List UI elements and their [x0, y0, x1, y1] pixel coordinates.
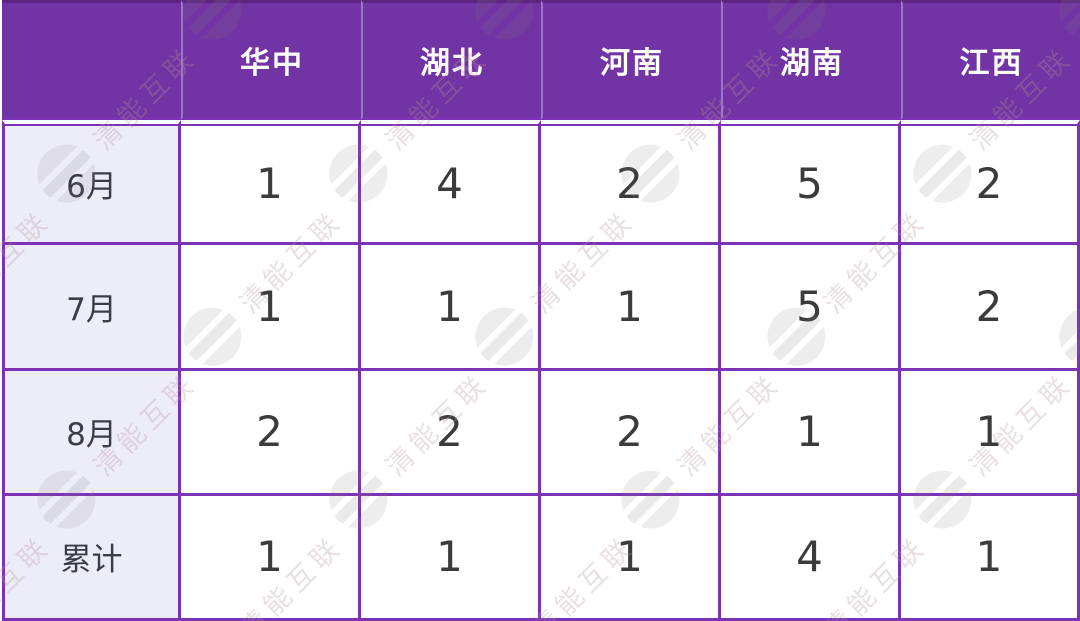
col-header-jiangxi: 江西 [901, 0, 1080, 120]
cell-july-hunan: 5 [721, 245, 901, 371]
table-row-june: 6月 1 4 2 5 2 [2, 120, 1080, 246]
corner-cell [2, 0, 181, 120]
cell-july-huazhong: 1 [181, 245, 361, 371]
header-row: 华中 湖北 河南 湖南 江西 [2, 0, 1080, 120]
col-header-hubei: 湖北 [361, 0, 541, 120]
cell-june-hunan: 5 [721, 120, 901, 246]
cell-august-hunan: 1 [721, 370, 901, 496]
cell-total-henan: 1 [541, 495, 721, 621]
cell-total-huazhong: 1 [181, 495, 361, 621]
table-row-august: 8月 2 2 2 1 1 [2, 370, 1080, 496]
cell-july-jiangxi: 2 [901, 245, 1080, 371]
table-row-total: 累计 1 1 1 4 1 [2, 495, 1080, 621]
col-header-huazhong: 华中 [181, 0, 361, 120]
cell-august-jiangxi: 1 [901, 370, 1080, 496]
cell-june-jiangxi: 2 [901, 120, 1080, 246]
cell-total-jiangxi: 1 [901, 495, 1080, 621]
col-header-henan: 河南 [541, 0, 721, 120]
table-row-july: 7月 1 1 1 5 2 [2, 245, 1080, 371]
col-header-hunan: 湖南 [721, 0, 901, 120]
cell-total-hubei: 1 [361, 495, 541, 621]
row-label-july: 7月 [2, 245, 181, 371]
cell-august-hubei: 2 [361, 370, 541, 496]
row-label-august: 8月 [2, 370, 181, 496]
cell-june-henan: 2 [541, 120, 721, 246]
cell-august-huazhong: 2 [181, 370, 361, 496]
cell-june-hubei: 4 [361, 120, 541, 246]
cell-total-hunan: 4 [721, 495, 901, 621]
row-label-total: 累计 [2, 495, 181, 621]
cell-august-henan: 2 [541, 370, 721, 496]
cell-june-huazhong: 1 [181, 120, 361, 246]
cell-july-henan: 1 [541, 245, 721, 371]
cell-july-hubei: 1 [361, 245, 541, 371]
row-label-june: 6月 [2, 120, 181, 246]
